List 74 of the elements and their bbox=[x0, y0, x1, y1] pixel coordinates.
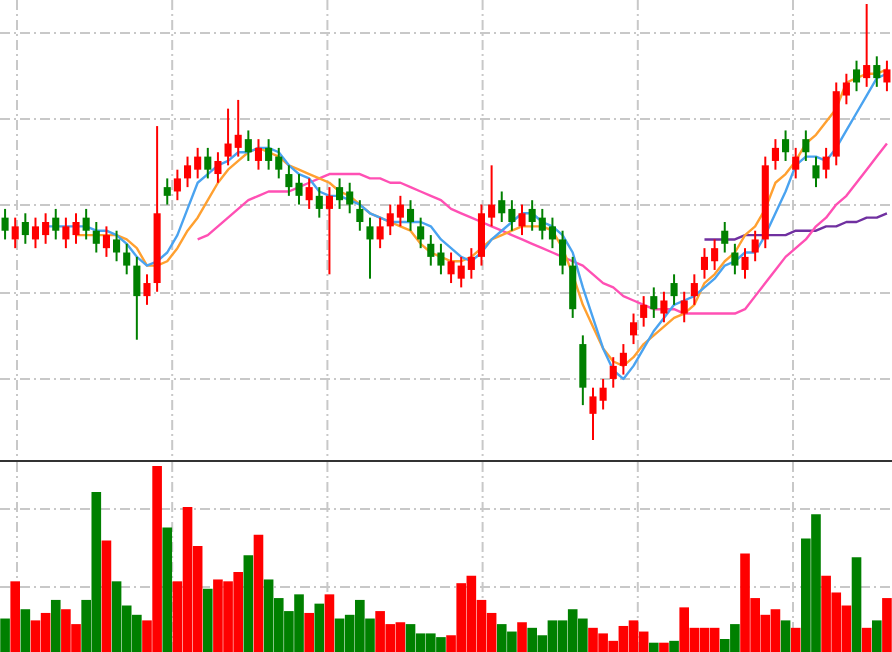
candlestick bbox=[21, 212, 29, 245]
bar bbox=[882, 598, 892, 652]
bar bbox=[20, 609, 31, 652]
candlestick bbox=[852, 59, 861, 93]
candlestick bbox=[670, 273, 678, 306]
candlestick bbox=[356, 199, 364, 232]
candlestick bbox=[11, 216, 19, 250]
candlestick bbox=[873, 55, 881, 88]
bar bbox=[871, 620, 882, 652]
bar bbox=[101, 540, 112, 652]
candlestick bbox=[325, 186, 333, 276]
bar bbox=[202, 588, 213, 652]
bar bbox=[0, 618, 10, 652]
candlestick bbox=[102, 225, 110, 258]
candlestick bbox=[92, 221, 100, 254]
candlestick bbox=[214, 151, 222, 184]
candlestick bbox=[751, 229, 759, 263]
candlestick bbox=[680, 290, 688, 324]
candlestick bbox=[52, 207, 60, 241]
candlestick bbox=[629, 312, 638, 346]
candlestick bbox=[82, 207, 90, 241]
bar bbox=[324, 594, 335, 652]
candlestick bbox=[254, 138, 263, 171]
candlestick bbox=[731, 242, 739, 276]
bar bbox=[861, 627, 872, 652]
candlestick bbox=[619, 343, 627, 376]
candlestick bbox=[315, 186, 323, 219]
candlestick bbox=[417, 216, 425, 250]
candlestick bbox=[244, 129, 252, 162]
bar bbox=[162, 527, 173, 652]
candlestick bbox=[660, 290, 668, 324]
candlestick bbox=[204, 146, 212, 180]
candlestick bbox=[1, 207, 9, 241]
bar bbox=[243, 555, 254, 652]
bar bbox=[669, 640, 679, 652]
candlestick bbox=[113, 229, 121, 263]
candlestick bbox=[822, 146, 830, 180]
candlestick bbox=[518, 203, 526, 237]
candlestick bbox=[123, 242, 131, 276]
bar bbox=[10, 581, 21, 652]
candlestick bbox=[782, 129, 790, 162]
candlestick bbox=[305, 177, 313, 210]
candlestick bbox=[163, 177, 171, 206]
candlestick bbox=[771, 138, 779, 171]
candlestick bbox=[559, 229, 567, 276]
bar bbox=[253, 534, 264, 652]
candlestick bbox=[143, 273, 151, 306]
candlestick bbox=[650, 286, 658, 319]
candlestick bbox=[133, 255, 141, 341]
candlestick bbox=[366, 216, 374, 280]
candlestick bbox=[812, 155, 820, 189]
candlestick bbox=[640, 295, 648, 328]
candlestick bbox=[579, 334, 587, 407]
candlestick bbox=[741, 247, 749, 280]
bar bbox=[851, 557, 862, 652]
candlestick bbox=[883, 59, 891, 93]
bar bbox=[659, 642, 669, 652]
bar bbox=[780, 620, 791, 652]
candlestick bbox=[802, 129, 810, 162]
bar bbox=[648, 642, 659, 652]
bar bbox=[517, 622, 527, 652]
candlestick bbox=[569, 255, 577, 319]
bar bbox=[304, 612, 314, 652]
bar bbox=[314, 603, 325, 652]
candlestick bbox=[863, 3, 871, 88]
candlestick bbox=[376, 216, 384, 250]
candlestick bbox=[721, 221, 729, 254]
candlestick bbox=[609, 356, 617, 389]
bar bbox=[50, 599, 61, 652]
bar bbox=[790, 627, 801, 652]
candlestick bbox=[792, 146, 800, 180]
candlestick bbox=[690, 273, 698, 306]
candlestick bbox=[406, 199, 415, 232]
candlestick bbox=[173, 168, 181, 202]
